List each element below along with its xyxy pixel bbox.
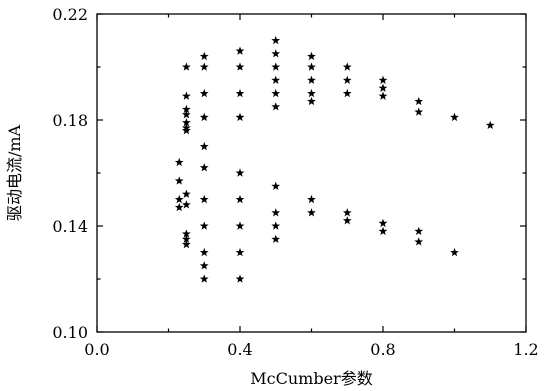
data-point [199,163,209,172]
data-point [199,221,209,230]
data-point [199,112,209,122]
data-point [235,88,245,98]
data-point [235,274,245,283]
data-point [182,200,191,209]
y-tick-label: 0.10 [52,323,88,342]
data-point [307,51,316,61]
y-tick-label: 0.22 [52,5,88,24]
x-tick-label: 0.8 [370,340,395,359]
data-point [182,126,191,135]
data-point [235,247,245,257]
data-point [307,194,316,204]
y-tick-label: 0.18 [52,111,88,130]
data-point [235,112,245,122]
data-point [271,88,281,98]
data-point [182,110,191,119]
data-point [174,157,184,167]
data-point [307,75,316,84]
x-axis-title: McCumber参数 [250,369,372,388]
data-point [182,91,191,100]
data-point [414,237,424,246]
data-point [182,62,191,71]
data-point [307,96,316,106]
data-point [271,49,281,58]
data-point [199,261,209,270]
x-tick-label: 0.4 [227,340,252,359]
x-tick-label: 0.0 [84,340,109,359]
data-points [174,35,495,283]
data-point [235,221,245,230]
data-point [307,208,316,217]
data-point [174,176,184,185]
data-point [271,35,281,45]
data-point [271,181,281,190]
x-tick-label: 1.2 [513,340,538,359]
data-point [378,218,388,228]
y-axis-title: 驱动电流/mA [5,124,24,221]
data-point [342,216,352,225]
data-point [174,202,184,212]
data-point [342,88,352,98]
data-point [414,107,424,116]
data-point [182,239,191,249]
data-point [271,102,281,111]
data-point [307,62,316,71]
data-point [378,226,388,236]
data-point [199,51,209,61]
data-point [485,120,495,130]
data-point [378,91,388,100]
data-point [199,62,209,71]
data-point [414,96,424,106]
data-point [182,234,191,243]
data-point [450,112,459,122]
tick-marks [96,13,527,333]
data-point [342,208,352,217]
data-point [235,46,245,55]
data-point [182,189,191,198]
data-point [199,247,209,257]
data-point [182,118,191,127]
data-point [342,75,352,84]
plot-frame [96,13,527,333]
data-point [182,229,191,238]
data-point [199,88,209,98]
data-point [450,247,459,257]
data-point [307,88,316,98]
data-point [271,234,281,243]
data-point [271,75,281,84]
data-point [378,83,388,92]
data-point [271,62,281,71]
data-point [199,194,209,204]
data-point [271,208,281,217]
data-point [378,75,388,84]
y-tick-label: 0.14 [52,217,88,236]
data-point [174,194,184,204]
tick-labels: 0.0 0.4 0.8 1.2 0.10 0.14 0.18 0.22 [52,5,538,359]
data-point [271,221,281,230]
data-point [199,274,209,283]
data-point [235,168,245,177]
data-point [235,194,245,204]
data-point [342,62,352,71]
data-point [414,226,424,236]
data-point [235,62,245,71]
data-point [199,141,209,151]
data-point [182,104,191,114]
